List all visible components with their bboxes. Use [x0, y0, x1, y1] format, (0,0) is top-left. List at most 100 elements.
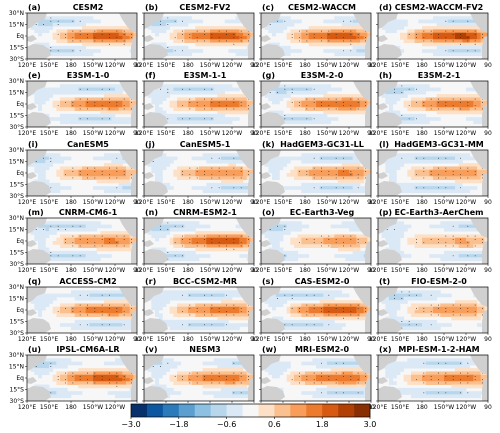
significance-dot: [343, 167, 344, 169]
field-cell: [38, 26, 43, 30]
significance-dot: [35, 161, 37, 162]
field-cell: [400, 153, 405, 157]
field-cell: [60, 166, 65, 171]
field-cell: [429, 244, 434, 248]
field-cell: [316, 186, 321, 190]
field-cell: [173, 120, 178, 125]
field-cell: [89, 176, 94, 180]
land-north-america: [470, 81, 488, 101]
field-cell: [63, 39, 68, 43]
field-cell: [272, 42, 277, 47]
field-cell: [107, 244, 112, 248]
x-tick-label: 120°W: [105, 267, 125, 274]
field-cell: [327, 42, 332, 47]
significance-dot: [109, 167, 110, 169]
field-cell: [360, 257, 365, 262]
significance-dot: [357, 108, 359, 110]
significance-dot: [174, 20, 176, 22]
field-cell: [275, 244, 280, 248]
field-cell: [305, 36, 310, 40]
field-cell: [93, 90, 98, 95]
field-cell: [338, 19, 343, 24]
field-cell: [429, 100, 434, 105]
significance-dot: [87, 118, 88, 120]
field-cell: [455, 19, 460, 24]
significance-dot: [123, 238, 125, 240]
field-cell: [385, 100, 390, 105]
significance-dot: [240, 167, 242, 169]
field-cell: [352, 247, 357, 252]
field-cell: [111, 100, 116, 105]
field-cell: [180, 100, 185, 105]
field-cell: [403, 36, 408, 40]
field-cell: [418, 97, 423, 102]
field-cell: [166, 231, 171, 235]
field-cell: [418, 113, 423, 118]
field-cell: [447, 16, 452, 20]
field-cell: [389, 234, 394, 239]
field-cell: [45, 231, 50, 235]
field-cell: [30, 231, 35, 235]
field-cell: [96, 234, 101, 239]
field-cell: [239, 247, 244, 252]
field-cell: [345, 189, 350, 194]
field-cell: [297, 90, 302, 95]
field-cell: [188, 120, 193, 125]
significance-dot: [109, 101, 110, 103]
field-cell: [85, 19, 90, 24]
significance-dot: [416, 37, 417, 39]
field-cell: [177, 244, 182, 248]
field-cell: [422, 182, 427, 187]
land-north-america: [236, 81, 254, 101]
field-cell: [440, 49, 445, 53]
field-cell: [323, 29, 328, 34]
field-cell: [63, 84, 68, 88]
panel-label: (o): [262, 208, 275, 217]
significance-dot: [65, 37, 66, 39]
field-cell: [345, 221, 350, 225]
field-cell: [327, 176, 332, 180]
field-cell: [210, 182, 215, 187]
x-tick-label: 90: [484, 199, 492, 206]
field-cell: [89, 36, 94, 40]
land-south-america: [248, 173, 254, 196]
field-cell: [173, 237, 178, 242]
significance-dot: [321, 177, 322, 179]
significance-dot: [189, 174, 191, 176]
significance-dot: [460, 157, 461, 159]
field-cell: [297, 19, 302, 24]
field-cell: [418, 182, 423, 187]
field-cell: [286, 120, 291, 125]
significance-dot: [445, 37, 447, 39]
significance-dot: [321, 40, 322, 42]
field-cell: [224, 156, 229, 161]
field-cell: [235, 49, 240, 53]
field-cell: [290, 49, 295, 53]
field-cell: [96, 169, 101, 174]
field-cell: [217, 97, 222, 102]
field-cell: [89, 221, 94, 225]
field-cell: [122, 100, 127, 105]
significance-dot: [204, 170, 205, 172]
significance-dot: [233, 101, 235, 103]
field-cell: [381, 94, 386, 98]
x-tick-label: 180: [299, 130, 311, 137]
x-tick-label: 150°E: [274, 199, 292, 206]
panel-label: (j): [145, 140, 155, 149]
significance-dot: [50, 17, 52, 19]
significance-dot: [343, 105, 344, 107]
significance-dot: [284, 118, 286, 120]
field-cell: [447, 173, 452, 177]
field-cell: [327, 36, 332, 40]
field-cell: [195, 87, 200, 92]
significance-dot: [196, 177, 198, 179]
field-cell: [469, 110, 474, 115]
field-cell: [232, 19, 237, 24]
field-cell: [440, 45, 445, 50]
significance-dot: [167, 252, 169, 253]
field-cell: [440, 156, 445, 161]
field-cell: [45, 90, 50, 95]
x-tick-label: 150°W: [434, 130, 454, 137]
field-cell: [473, 117, 478, 121]
